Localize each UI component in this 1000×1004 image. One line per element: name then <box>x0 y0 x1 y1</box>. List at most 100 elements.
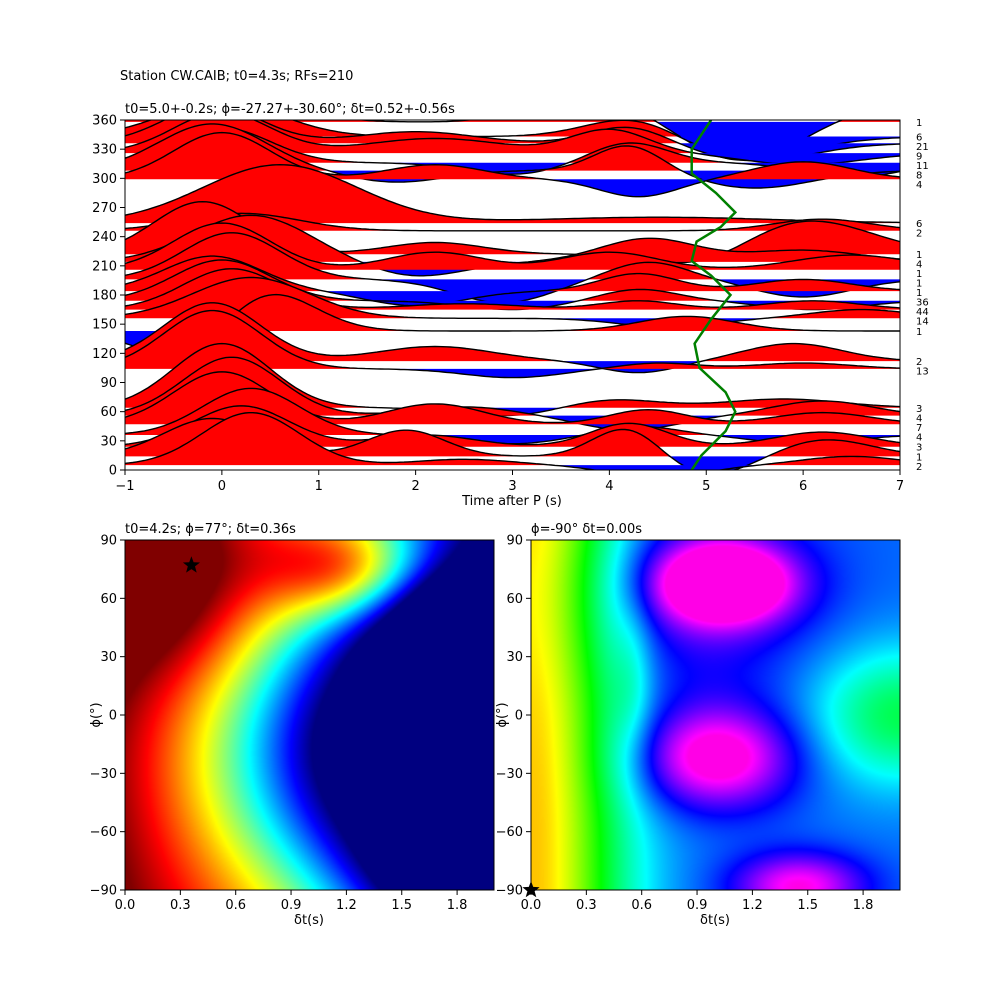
left-y-tick-label: 60 <box>100 592 117 607</box>
rf-x-tick-label: 5 <box>702 479 710 494</box>
right-xlabel: δt(s) <box>700 913 730 928</box>
rf-trace-count: 1 <box>916 279 922 290</box>
left-x-tick-label: 0.0 <box>115 898 136 913</box>
rf-trace-negative-fill <box>125 368 900 378</box>
rf-x-ticks: −1 0 1 2 3 4 5 6 7 <box>115 470 904 494</box>
rf-trace <box>125 412 900 470</box>
rf-trace-line <box>125 412 900 470</box>
left-x-tick-label: 1.5 <box>391 898 412 913</box>
rf-trace-line <box>125 276 900 328</box>
rf-trace-count: 2 <box>916 357 922 368</box>
rf-trace-line <box>125 255 900 307</box>
rf-x-tick-label: 3 <box>508 479 516 494</box>
rf-trace-positive-fill <box>125 132 900 180</box>
rf-trace-count: 3 <box>916 443 922 454</box>
rf-trace <box>125 405 900 447</box>
right-x-tick-label: 1.8 <box>853 898 874 913</box>
rf-trace-negative-fill <box>125 143 900 161</box>
grid-search-left-panel: t0=4.2s; ϕ=77°; δt=0.36s 0.0 0.3 0.6 0.9 1.2… <box>89 522 495 928</box>
rf-trace-positive-fill <box>125 120 900 137</box>
rf-y-tick-label: 180 <box>92 289 117 304</box>
right-x-ticks: 0.0 0.3 0.6 0.9 1.2 1.5 1.8 <box>521 890 874 913</box>
right-y-tick-label: 0 <box>515 709 523 724</box>
right-ylabel: ϕ(°) <box>495 702 510 727</box>
best-fit-star-icon <box>182 556 200 573</box>
rf-y-tick-label: 270 <box>92 201 117 216</box>
rf-y-tick-label: 90 <box>100 376 117 391</box>
rf-trace-positive-fill <box>125 388 900 435</box>
rf-trace-count: 1 <box>916 269 922 280</box>
rf-trace-count: 6 <box>916 219 922 230</box>
right-x-tick-label: 1.2 <box>742 898 763 913</box>
left-y-tick-label: 30 <box>100 650 117 665</box>
rf-y-tick-label: 210 <box>92 259 117 274</box>
rf-x-tick-label: 7 <box>896 479 904 494</box>
left-y-ticks: −90 −60 −30 0 30 60 90 <box>90 534 125 899</box>
rf-trace-count: 1 <box>916 288 922 299</box>
left-x-tick-label: 0.9 <box>281 898 302 913</box>
left-x-tick-label: 1.2 <box>336 898 357 913</box>
rf-trace-count: 1 <box>916 327 922 338</box>
left-y-tick-label: 0 <box>109 709 117 724</box>
rf-trace-positive-fill <box>125 215 900 262</box>
rf-y-ticks: 0 30 60 90 120 150 180 210 240 270 300 330 360 <box>92 114 125 479</box>
rf-trace-positive-fill <box>125 277 900 319</box>
right-heatmap-title: ϕ=-90° δt=0.00s <box>531 522 642 537</box>
rf-trace-line <box>125 356 900 431</box>
rf-x-tick-label: −1 <box>115 479 134 494</box>
right-y-tick-label: 60 <box>506 592 523 607</box>
rf-trace-count: 4 <box>916 180 922 191</box>
left-x-ticks: 0.0 0.3 0.6 0.9 1.2 1.5 1.8 <box>115 890 468 913</box>
rf-trace-line <box>125 123 900 189</box>
rf-trace-count: 36 <box>916 298 929 309</box>
rf-y-tick-label: 240 <box>92 230 117 245</box>
rf-trace-count: 8 <box>916 171 922 182</box>
rf-trace-count: 4 <box>916 432 922 443</box>
rf-xlabel: Time after P (s) <box>461 494 562 509</box>
rf-y-tick-label: 30 <box>100 434 117 449</box>
right-y-tick-label: −60 <box>496 825 523 840</box>
rf-y-tick-label: 60 <box>100 405 117 420</box>
rf-trace-positive-fill <box>125 412 900 466</box>
rf-x-tick-label: 6 <box>799 479 807 494</box>
rf-x-tick-label: 4 <box>605 479 613 494</box>
rf-trace-count: 1 <box>916 452 922 463</box>
right-y-tick-label: −30 <box>496 767 523 782</box>
left-xlabel: δt(s) <box>294 913 324 928</box>
rf-trace-line <box>125 302 900 374</box>
left-x-tick-label: 1.8 <box>447 898 468 913</box>
right-y-ticks: −90 −60 −30 0 30 60 90 <box>496 534 531 899</box>
rf-trace-line <box>125 131 900 198</box>
rf-trace-count: 44 <box>916 307 929 318</box>
rf-trace-line <box>125 309 900 379</box>
rf-trace-count: 21 <box>916 142 929 153</box>
left-x-tick-label: 0.3 <box>170 898 191 913</box>
right-y-tick-label: −90 <box>496 884 523 899</box>
rf-title: t0=5.0+-0.2s; ϕ=-27.27+-30.60°; δt=0.52+… <box>125 102 455 117</box>
rf-trace-negative-fill <box>125 279 900 303</box>
rf-trace-count: 14 <box>916 317 929 328</box>
rf-trace-line <box>125 222 900 268</box>
rf-trace-line <box>125 371 900 424</box>
right-y-tick-label: 30 <box>506 650 523 665</box>
right-x-tick-label: 0.3 <box>576 898 597 913</box>
rf-y-tick-label: 150 <box>92 318 117 333</box>
rf-trace-count: 9 <box>916 152 922 163</box>
left-best-fit-star <box>182 556 200 573</box>
rf-trace-line <box>125 293 900 355</box>
rf-trace <box>125 212 900 232</box>
rf-trace-positive-fill <box>125 164 900 224</box>
rf-traces <box>125 120 900 470</box>
grid-search-right-panel: ϕ=-90° δt=0.00s 0.0 0.3 0.6 0.9 1.2 1.5 1.8 −9… <box>495 522 901 928</box>
rf-y-tick-label: 330 <box>92 143 117 158</box>
left-y-tick-label: −60 <box>90 825 117 840</box>
left-x-tick-label: 0.6 <box>225 898 246 913</box>
rf-model-curve <box>690 120 738 470</box>
rf-y-tick-label: 120 <box>92 347 117 362</box>
rf-panel: t0=5.0+-0.2s; ϕ=-27.27+-30.60°; δt=0.52+… <box>92 102 929 509</box>
rf-trace-count: 6 <box>916 133 922 144</box>
left-y-tick-label: −30 <box>90 767 117 782</box>
right-heatmap-canvas <box>531 540 900 890</box>
